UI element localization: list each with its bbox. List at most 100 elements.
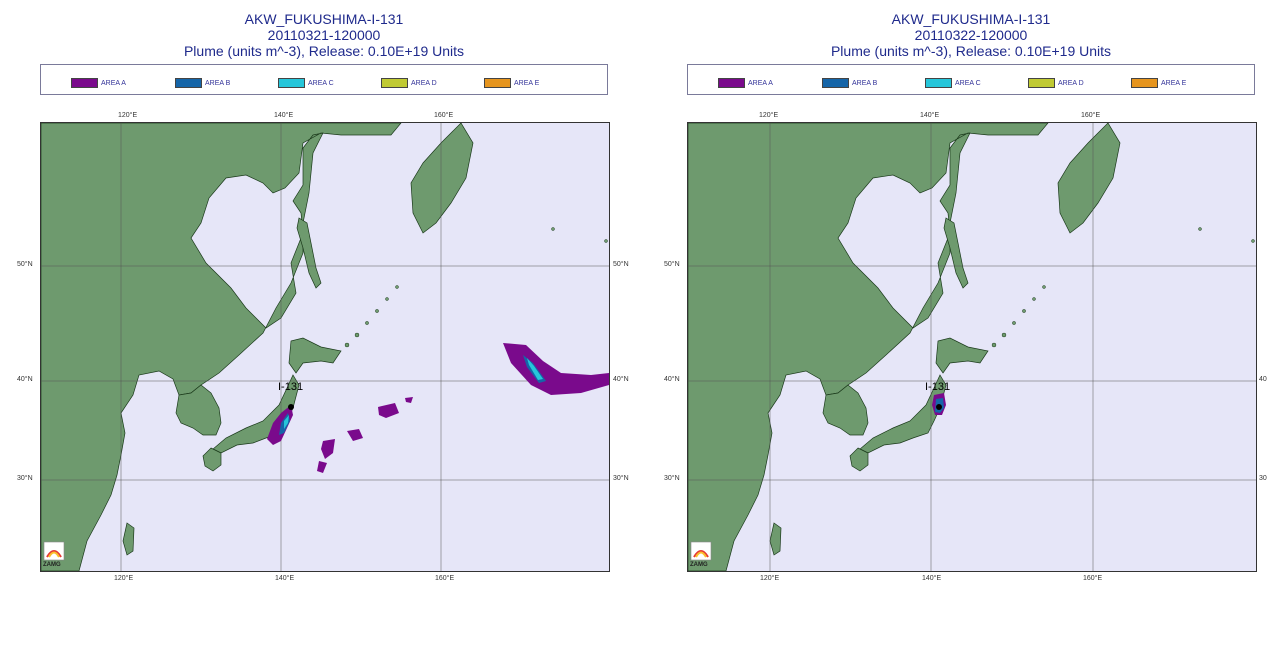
lon-tick-label: 160°E [435,575,455,582]
kamchatka-peninsula [1057,123,1121,234]
area-b-swatch [822,78,849,88]
plume-area-c [284,415,289,429]
lat-tick-label: 30°N [17,475,33,482]
map-panel-right: AKW_FUKUSHIMA-I-131 20110322-120000 Plum… [647,0,1267,600]
lat-tick-label: 30°N [664,475,680,482]
legend-label: AREA A [748,79,773,87]
legend-item-area-a: AREA A [718,78,773,88]
area-b-swatch [175,78,202,88]
panel-title: AKW_FUKUSHIMA-I-131 20110321-120000 Plum… [40,11,608,59]
kuril-islands [344,227,608,348]
lon-tick-label: 120°E [759,112,779,119]
lat-tick-label: 30 [1259,475,1267,482]
plume-area-a [267,405,293,445]
panel-title: AKW_FUKUSHIMA-I-131 20110322-120000 Plum… [687,11,1255,59]
map-svg [688,123,1256,571]
title-model: AKW_FUKUSHIMA-I-131 [891,11,1051,27]
map-canvas[interactable]: I-131 ZAMG [40,122,610,572]
sakhalin-island [943,217,969,289]
legend-label: AREA B [205,79,231,87]
legend-label: AREA C [955,79,981,87]
legend-item-area-d: AREA D [381,78,437,88]
logo-text: ZAMG [690,562,708,568]
lon-tick-label: 140°E [274,112,294,119]
lat-tick-label: 40°N [664,376,680,383]
map-canvas[interactable]: I-131 ZAMG [687,122,1257,572]
legend-label: AREA E [514,79,540,87]
source-label: I-131 [925,381,951,393]
kuril-islands [991,227,1255,348]
area-d-swatch [381,78,408,88]
graticule [688,123,1256,571]
asian-mainland [688,123,1049,571]
area-a-swatch [71,78,98,88]
graticule [41,123,609,571]
source-marker [936,404,942,410]
lat-tick-label: 50°N [613,261,629,268]
legend-label: AREA B [852,79,878,87]
logo-text: ZAMG [43,562,61,568]
lat-tick-label: 40°N [613,376,629,383]
plume-area-a [503,343,609,395]
lon-tick-label: 120°E [760,575,780,582]
lon-tick-label: 160°E [434,112,454,119]
area-a-swatch [718,78,745,88]
sakhalin-island [296,217,322,289]
title-model: AKW_FUKUSHIMA-I-131 [244,11,404,27]
plume-area-c [527,358,543,380]
lat-tick-label: 50°N [17,261,33,268]
lon-tick-label: 140°E [920,112,940,119]
area-e-swatch [1131,78,1158,88]
legend-item-area-e: AREA E [1131,78,1186,88]
korea-peninsula [822,384,869,436]
lat-tick-label: 40 [1259,376,1267,383]
legend-label: AREA A [101,79,126,87]
taiwan-island [769,522,782,556]
legend: AREA A AREA B AREA C AREA D AREA E [40,64,608,95]
title-datetime: 20110321-120000 [267,27,381,43]
plume-area-a [321,439,335,459]
kamchatka-peninsula [410,123,474,234]
land-layer [41,123,474,571]
lon-tick-label: 140°E [275,575,295,582]
plume-layer [267,343,609,473]
plume-area-a [347,429,363,441]
source-label: I-131 [278,381,304,393]
lat-tick-label: 40°N [17,376,33,383]
lon-tick-label: 120°E [114,575,134,582]
title-description: Plume (units m^-3), Release: 0.10E+19 Un… [183,43,465,59]
plume-area-a [378,403,399,418]
legend-item-area-b: AREA B [822,78,877,88]
map-svg [41,123,609,571]
lat-tick-label: 30°N [613,475,629,482]
hokkaido-island [288,337,342,374]
title-description: Plume (units m^-3), Release: 0.10E+19 Un… [830,43,1112,59]
plume-area-a [405,397,413,403]
area-c-swatch [925,78,952,88]
area-d-swatch [1028,78,1055,88]
map-panel-left: AKW_FUKUSHIMA-I-131 20110321-120000 Plum… [0,0,629,600]
legend-item-area-a: AREA A [71,78,126,88]
lat-tick-label: 50°N [664,261,680,268]
legend-item-area-e: AREA E [484,78,539,88]
legend-item-area-c: AREA C [278,78,334,88]
lon-tick-label: 120°E [118,112,138,119]
hokkaido-island [935,337,989,374]
land-layer [688,123,1121,571]
zamg-logo: ZAMG [690,541,712,569]
area-c-swatch [278,78,305,88]
title-datetime: 20110322-120000 [914,27,1028,43]
lon-tick-label: 140°E [922,575,942,582]
legend: AREA A AREA B AREA C AREA D AREA E [687,64,1255,95]
lon-tick-label: 160°E [1081,112,1101,119]
legend-label: AREA D [1058,79,1084,87]
source-marker [288,404,294,410]
legend-item-area-b: AREA B [175,78,230,88]
kyushu-island [849,447,869,472]
legend-label: AREA C [308,79,334,87]
legend-item-area-c: AREA C [925,78,981,88]
zamg-logo: ZAMG [43,541,65,569]
legend-label: AREA E [1161,79,1187,87]
legend-item-area-d: AREA D [1028,78,1084,88]
taiwan-island [122,522,135,556]
